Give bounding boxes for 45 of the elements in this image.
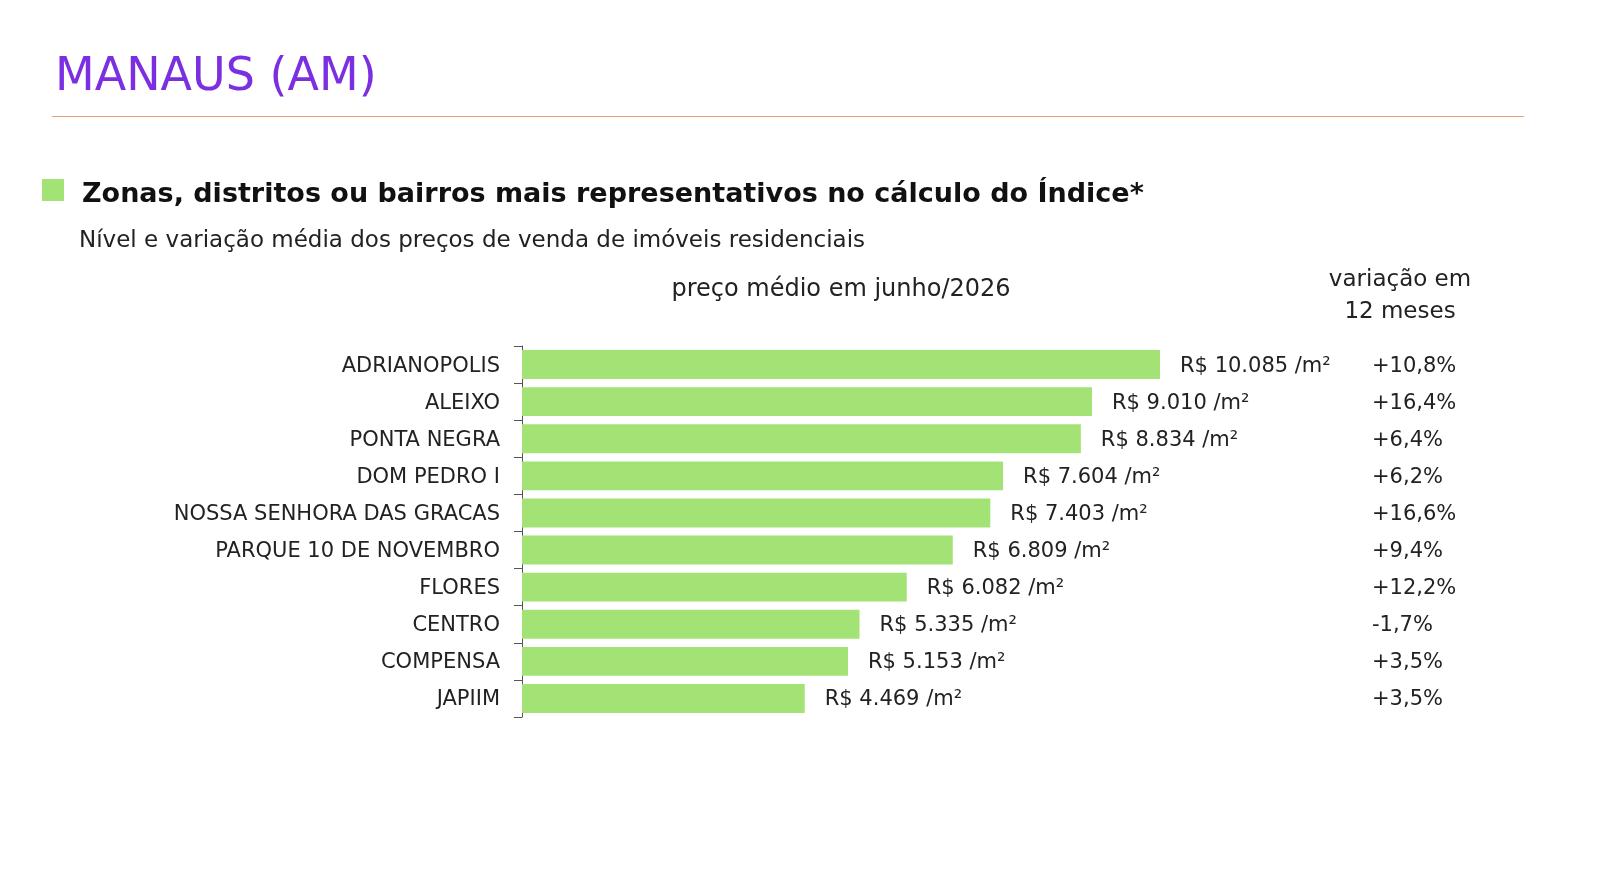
bar (522, 572, 907, 602)
bar (522, 535, 953, 565)
y-tick-label: ALEIXO (424, 389, 500, 414)
data-label: R$ 6.082 /m² (926, 575, 1065, 600)
y-tick-label: ADRIANOPOLIS (341, 352, 500, 377)
data-label: R$ 5.153 /m² (867, 649, 1006, 674)
data-label: R$ 7.403 /m² (1010, 500, 1148, 525)
bar (522, 350, 1160, 380)
text: +16,6% (1372, 500, 1457, 525)
bar (522, 683, 805, 713)
data-label: R$ 7.604 /m² (1023, 463, 1161, 488)
data-label: R$ 10.085 /m² (1180, 352, 1331, 377)
text: variação em 12 meses (1328, 265, 1472, 323)
data-label: R$ 5.335 /m² (879, 612, 1017, 637)
text: +3,5% (1372, 649, 1443, 674)
text: +10,8% (1372, 352, 1457, 377)
bar (522, 646, 848, 676)
y-tick-label: PONTA NEGRA (349, 426, 501, 451)
x-axis-title: preço médio em junho/2026 (671, 274, 1011, 302)
data-label: R$ 8.834 /m² (1100, 426, 1239, 451)
bar (522, 609, 860, 639)
bar (522, 461, 1004, 491)
y-tick-label: PARQUE 10 DE NOVEMBRO (215, 538, 500, 563)
bar (522, 387, 1092, 417)
bar (522, 498, 991, 528)
chart-subtitle: Zonas, distritos ou bairros mais representativos no cálculo do Índice* (82, 177, 1144, 208)
text: Nível e variação média dos preços de venda de imóveis residenciais (79, 225, 865, 252)
data-label: R$ 4.469 /m² (824, 686, 963, 711)
text: +3,5% (1372, 686, 1443, 711)
data-label: R$ 9.010 /m² (1111, 389, 1250, 414)
text: +6,4% (1372, 426, 1443, 451)
y-tick-label: JAPIIM (434, 686, 500, 711)
bar (522, 424, 1081, 454)
chart-title: MANAUS (AM) (55, 47, 377, 101)
data-label: R$ 6.809 /m² (972, 538, 1111, 563)
y-tick-label: NOSSA SENHORA DAS GRACAS (173, 500, 500, 525)
text: +16,4% (1372, 389, 1457, 414)
text: +9,4% (1372, 538, 1443, 563)
text: +6,2% (1372, 463, 1443, 488)
text: +12,2% (1372, 575, 1457, 600)
y-tick-label: COMPENSA (380, 649, 501, 674)
y-tick-label: FLORES (419, 575, 500, 600)
text: -1,7% (1372, 612, 1433, 637)
y-tick-label: DOM PEDRO I (356, 463, 500, 488)
y-tick-label: CENTRO (412, 612, 500, 637)
